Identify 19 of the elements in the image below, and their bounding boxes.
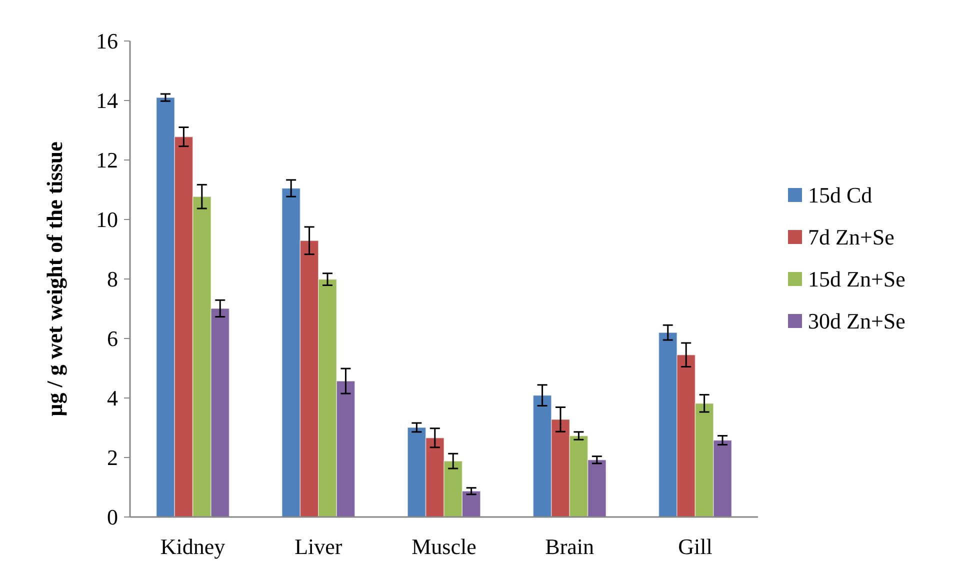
x-tick-label: Muscle xyxy=(412,534,476,559)
y-tick-label: 16 xyxy=(96,28,118,54)
y-tick-label: 8 xyxy=(107,266,118,292)
x-tick-label: Liver xyxy=(294,534,343,559)
x-tick-label: Gill xyxy=(678,534,712,559)
x-tick-label: Kidney xyxy=(160,534,226,559)
y-tick-label: 6 xyxy=(107,326,118,352)
legend-label: 7d Zn+Se xyxy=(808,224,894,250)
y-tick-label: 14 xyxy=(96,88,118,114)
y-tick-label: 12 xyxy=(96,148,118,173)
legend-label: 15d Zn+Se xyxy=(808,266,906,292)
y-tick-label: 4 xyxy=(107,386,118,411)
legend-label: 15d Cd xyxy=(808,182,872,208)
y-axis-title: µg / g wet weight of the tissue xyxy=(42,141,67,416)
legend-label: 30d Zn+Se xyxy=(808,308,906,334)
y-tick-label: 2 xyxy=(107,445,118,470)
y-tick-label: 0 xyxy=(107,504,118,530)
x-tick-label: Brain xyxy=(545,534,594,559)
y-tick-label: 10 xyxy=(96,207,118,232)
